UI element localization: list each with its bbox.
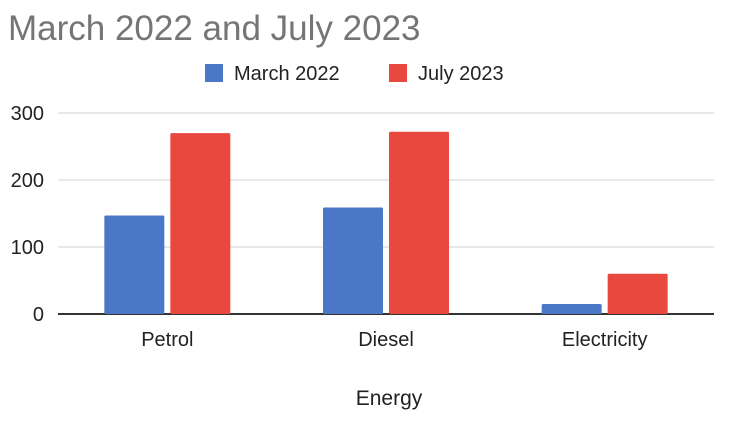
bar-electricity-series-0 <box>541 303 602 314</box>
y-tick-label-1: 100 <box>11 237 44 259</box>
x-axis-tick-labels: Petrol Diesel Electricity <box>141 329 647 351</box>
bar-petrol-series-1 <box>170 133 231 314</box>
bar-diesel-series-1 <box>389 131 449 314</box>
y-axis-tick-labels: 0 100 200 300 <box>11 103 44 326</box>
legend-swatch-1 <box>389 64 407 82</box>
bars <box>104 131 668 314</box>
grid-lines <box>58 112 714 315</box>
y-tick-label-0: 0 <box>33 304 44 326</box>
chart-title: March 2022 and July 2023 <box>8 9 421 48</box>
x-axis-label: Energy <box>356 387 423 410</box>
legend-label-1: July 2023 <box>418 63 504 85</box>
y-tick-label-3: 300 <box>11 103 44 125</box>
x-tick-label-1: Diesel <box>358 329 414 351</box>
legend: March 2022 July 2023 <box>205 63 504 85</box>
y-tick-label-2: 200 <box>11 170 44 192</box>
legend-swatch-0 <box>205 64 223 82</box>
x-tick-label-0: Petrol <box>141 329 193 351</box>
legend-label-0: March 2022 <box>234 63 340 85</box>
bar-electricity-series-1 <box>607 273 668 314</box>
bar-petrol-series-0 <box>104 215 165 314</box>
x-tick-label-2: Electricity <box>562 329 648 351</box>
bar-diesel-series-0 <box>323 207 383 314</box>
